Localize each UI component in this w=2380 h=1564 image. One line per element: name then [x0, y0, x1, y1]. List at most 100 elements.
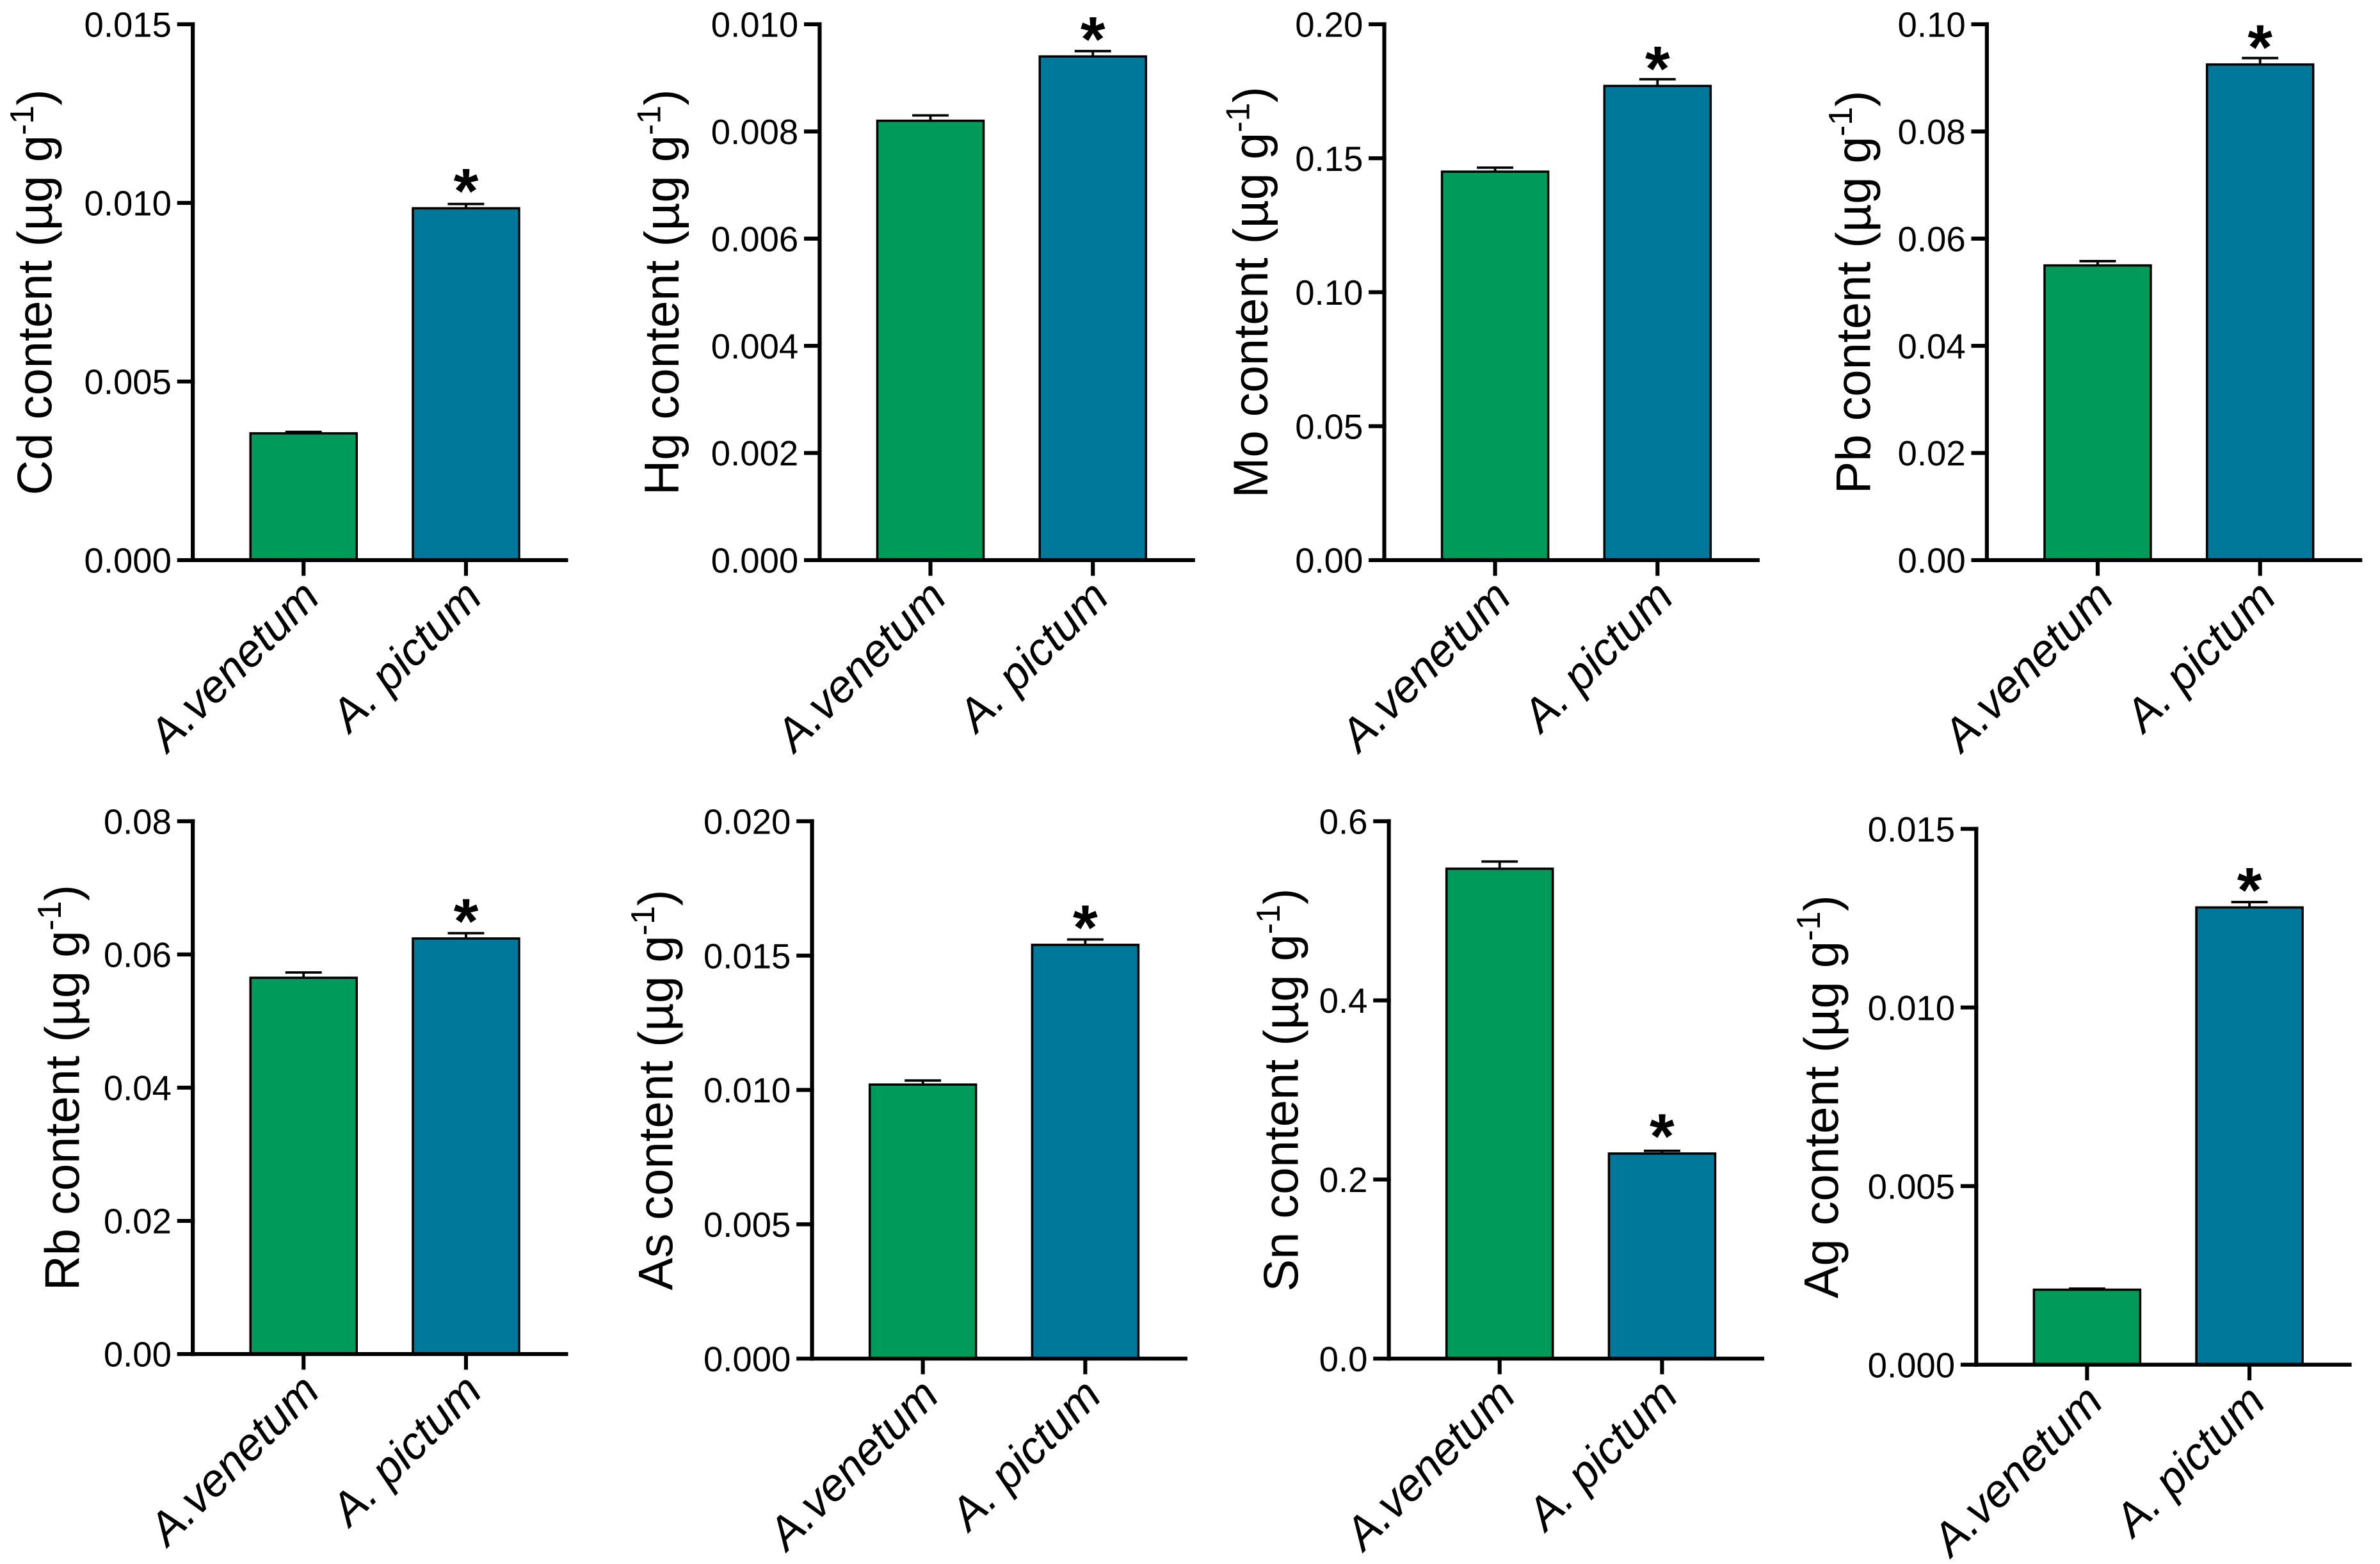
hg-y-tick-label: 0.000 [711, 542, 798, 581]
rb-y-tick-label: 0.06 [104, 936, 172, 975]
mo-y-axis-title-superscript: -1 [1219, 102, 1257, 132]
as-bar-a-venetum [868, 1083, 977, 1360]
hg-bar-a-pictum [1038, 55, 1148, 561]
rb-y-tick-label: 0.08 [104, 802, 172, 841]
cd-category-label-a-venetum: A.venetum [138, 571, 329, 762]
pb-error-bar-a-venetum [2079, 260, 2116, 266]
mo-y-axis-title-main: Mo content (µg g [1224, 133, 1278, 498]
hg-y-axis-title-main: Hg content (µg g [635, 135, 689, 495]
as-bar-a-pictum [1031, 944, 1140, 1360]
cd-y-axis-title: Cd content (µg g-1) [4, 89, 62, 495]
sn-y-axis-title-main: Sn content (µg g [1254, 934, 1308, 1291]
cd-bar-a-venetum [249, 432, 358, 561]
cd-bar-a-pictum [412, 207, 520, 561]
as-error-bar-a-venetum [905, 1079, 942, 1085]
pb-category-label-a-pictum: A. pictum [2114, 571, 2285, 743]
pb-category-label-a-venetum: A.venetum [1932, 571, 2123, 762]
pb-y-axis-title: Pb content (µg g-1) [1822, 91, 1881, 494]
pb-y-tick-label: 0.00 [1898, 542, 1966, 581]
pb-y-axis-title-main: Pb content (µg g [1826, 136, 1881, 494]
as-y-tick-label: 0.010 [704, 1071, 791, 1110]
pb-y-tick-label: 0.04 [1898, 327, 1966, 366]
pb-y-tick-label: 0.10 [1898, 6, 1966, 45]
as-y-tick-label: 0.000 [704, 1340, 791, 1379]
cd-category-label-a-pictum: A. pictum [319, 571, 491, 743]
rb-error-bar-a-pictum [447, 931, 485, 939]
as-y-axis-title: As content (µg g-1) [625, 890, 683, 1291]
hg-y-tick-label: 0.010 [711, 6, 798, 45]
ag-bar-a-venetum [2032, 1288, 2142, 1366]
hg-error-bar-a-pictum [1074, 49, 1111, 57]
ag-significance-marker: * [2237, 855, 2262, 926]
as-significance-marker: * [1073, 892, 1098, 963]
mo-y-tick-label: 0.05 [1295, 407, 1363, 446]
rb-y-tick-label: 0.02 [104, 1202, 172, 1241]
hg-y-tick-label: 0.008 [711, 113, 798, 152]
rb-category-label-a-pictum: A. pictum [319, 1365, 491, 1536]
sn-y-tick-label: 0.6 [1319, 802, 1368, 841]
rb-y-tick-label: 0.04 [104, 1069, 172, 1108]
cd-y-tick-label: 0.015 [84, 6, 172, 45]
as-y-axis-title-close: ) [629, 890, 683, 906]
hg-category-label-a-venetum: A.venetum [764, 571, 956, 762]
mo-y-axis-title: Mo content (µg g-1) [1219, 86, 1278, 497]
pb-y-tick-label: 0.08 [1898, 113, 1966, 152]
sn-error-bar-a-venetum [1481, 860, 1518, 869]
as-category-label-a-venetum: A.venetum [757, 1369, 948, 1561]
pb-bar-a-pictum [2205, 63, 2315, 561]
pb-y-tick-label: 0.06 [1898, 220, 1966, 259]
hg-y-axis-title: Hg content (µg g-1) [631, 89, 689, 495]
mo-y-axis-title-close: ) [1224, 86, 1278, 102]
pb-error-bar-a-pictum [2242, 56, 2279, 65]
sn-significance-marker: * [1650, 1101, 1675, 1172]
sn-category-label-a-pictum: A. pictum [1516, 1369, 1687, 1541]
mo-category-label-a-pictum: A. pictum [1511, 571, 1683, 743]
cd-y-tick-label: 0.010 [84, 184, 172, 223]
hg-error-bar-a-venetum [912, 114, 949, 121]
sn-bar-a-pictum [1607, 1152, 1717, 1360]
rb-bar-a-venetum [249, 976, 358, 1355]
hg-significance-marker: * [1081, 4, 1106, 75]
mo-category-label-a-venetum: A.venetum [1329, 571, 1520, 762]
cd-y-tick-label: 0.005 [84, 363, 172, 402]
hg-y-axis-title-superscript: -1 [631, 106, 668, 135]
ag-category-label-a-pictum: A. pictum [2103, 1376, 2275, 1547]
sn-y-tick-label: 0.4 [1319, 981, 1368, 1020]
mo-y-tick-label: 0.15 [1295, 140, 1363, 179]
rb-y-axis-title-close: ) [35, 885, 90, 901]
hg-y-tick-label: 0.002 [711, 434, 798, 473]
ag-y-tick-label: 0.015 [1868, 810, 1955, 849]
cd-y-axis-title-close: ) [8, 89, 63, 105]
rb-y-tick-label: 0.00 [104, 1335, 172, 1375]
ag-y-tick-label: 0.010 [1868, 988, 1955, 1028]
hg-y-tick-label: 0.004 [711, 327, 798, 366]
rb-bar-a-pictum [412, 937, 520, 1355]
mo-y-tick-label: 0.10 [1295, 273, 1363, 312]
rb-significance-marker: * [454, 886, 479, 957]
ag-y-axis-title-main: Ag content (µg g [1794, 941, 1849, 1298]
sn-error-bar-a-pictum [1643, 1149, 1680, 1154]
rb-y-axis-title-main: Rb content (µg g [35, 931, 90, 1291]
as-y-tick-label: 0.020 [704, 802, 791, 841]
hg-y-tick-label: 0.006 [711, 220, 798, 259]
mo-y-tick-label: 0.00 [1295, 542, 1363, 581]
mo-error-bar-a-venetum [1477, 166, 1514, 172]
mo-bar-a-pictum [1603, 85, 1712, 561]
ag-category-label-a-venetum: A.venetum [1921, 1376, 2112, 1564]
mo-bar-a-venetum [1440, 170, 1550, 561]
pb-y-axis-title-superscript: -1 [1822, 107, 1860, 136]
sn-bar-a-venetum [1445, 867, 1554, 1360]
cd-significance-marker: * [454, 156, 479, 227]
as-y-axis-title-superscript: -1 [625, 906, 662, 935]
sn-category-label-a-venetum: A.venetum [1333, 1369, 1525, 1561]
ag-y-axis-title: Ag content (µg g-1) [1790, 895, 1849, 1298]
rb-y-axis-title-superscript: -1 [31, 901, 68, 930]
sn-y-axis-title-close: ) [1254, 889, 1308, 905]
